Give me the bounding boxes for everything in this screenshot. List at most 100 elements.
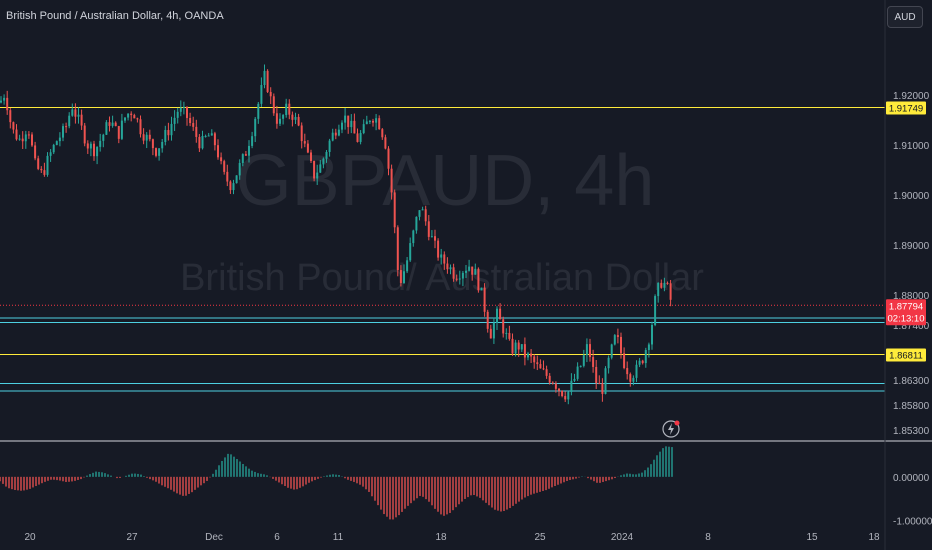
candle <box>384 137 387 149</box>
candle <box>83 125 86 144</box>
candle <box>12 122 15 130</box>
candle <box>133 115 136 119</box>
candle <box>415 216 418 231</box>
candle <box>517 342 520 350</box>
candle <box>536 362 539 365</box>
candle <box>62 126 64 138</box>
candle <box>77 114 80 117</box>
candle <box>325 151 328 159</box>
candle <box>27 134 30 136</box>
candle <box>164 130 167 142</box>
candle <box>306 143 309 153</box>
candle <box>427 221 430 237</box>
candle <box>390 168 393 193</box>
candle <box>403 271 405 283</box>
candle <box>474 268 477 275</box>
price-label-bg <box>886 101 926 115</box>
candle <box>124 117 126 121</box>
candle <box>3 97 6 101</box>
candle <box>372 120 374 123</box>
candle <box>387 148 390 169</box>
candle <box>207 135 210 137</box>
candle <box>130 113 133 116</box>
candle <box>291 114 294 120</box>
candle <box>167 130 170 136</box>
candle <box>356 133 359 142</box>
candle <box>158 148 161 156</box>
price-label-bg <box>886 299 926 326</box>
candle <box>446 263 449 270</box>
y-tick-label: 1.88000 <box>893 291 930 302</box>
candle <box>455 278 458 280</box>
candle <box>573 378 576 381</box>
candle <box>316 172 319 179</box>
x-tick-label: 11 <box>333 532 344 543</box>
candle <box>313 160 316 179</box>
candle <box>297 116 300 126</box>
candle <box>34 145 37 159</box>
candle <box>43 170 46 175</box>
candle <box>561 390 564 397</box>
candle <box>582 355 585 366</box>
candle <box>381 129 384 138</box>
candle <box>80 114 83 126</box>
candle <box>102 134 105 141</box>
x-tick-label: 18 <box>435 532 447 543</box>
candle <box>486 311 489 329</box>
candle <box>520 344 523 350</box>
candle <box>74 109 77 117</box>
candle <box>418 210 421 217</box>
candle <box>201 135 204 149</box>
candle <box>350 120 353 128</box>
candle <box>139 119 142 135</box>
candle <box>6 97 9 111</box>
candle <box>496 308 498 323</box>
candle <box>430 236 433 238</box>
candle <box>471 266 474 275</box>
candle <box>9 110 12 123</box>
candle <box>601 383 604 394</box>
x-tick-label: 8 <box>705 532 711 543</box>
candle <box>412 230 415 244</box>
candle <box>195 126 198 137</box>
x-tick-label: 6 <box>274 532 280 543</box>
candle <box>161 141 164 149</box>
candle <box>213 133 216 146</box>
candle <box>108 122 111 126</box>
candle <box>303 141 306 144</box>
candle <box>629 374 632 382</box>
candle <box>0 100 2 103</box>
x-tick-label: 25 <box>534 532 546 543</box>
candle <box>585 344 588 356</box>
candle <box>554 383 557 389</box>
candle <box>40 168 43 171</box>
watermark-symbol: GBPAUD, 4h <box>236 141 655 221</box>
candle <box>483 287 486 312</box>
candle <box>437 240 440 258</box>
candle <box>68 115 71 127</box>
currency-button[interactable]: AUD <box>887 6 923 28</box>
candle <box>533 356 536 363</box>
candle <box>105 122 108 135</box>
candle <box>576 366 579 379</box>
candle <box>564 396 567 400</box>
candle <box>148 134 151 140</box>
candle <box>616 335 619 337</box>
y-tick-label: 1.87400 <box>893 321 930 332</box>
candle <box>145 134 148 141</box>
candle <box>319 164 322 173</box>
candle <box>623 353 626 369</box>
candle <box>375 118 378 123</box>
candle <box>254 118 257 137</box>
candle <box>186 106 188 118</box>
lightning-icon[interactable] <box>661 419 681 439</box>
candle <box>223 161 226 172</box>
candle <box>58 137 61 142</box>
candle <box>248 145 250 156</box>
candle <box>170 123 173 136</box>
candle <box>635 364 638 378</box>
candle <box>539 364 542 369</box>
countdown-label: 02:13:10 <box>888 313 925 324</box>
